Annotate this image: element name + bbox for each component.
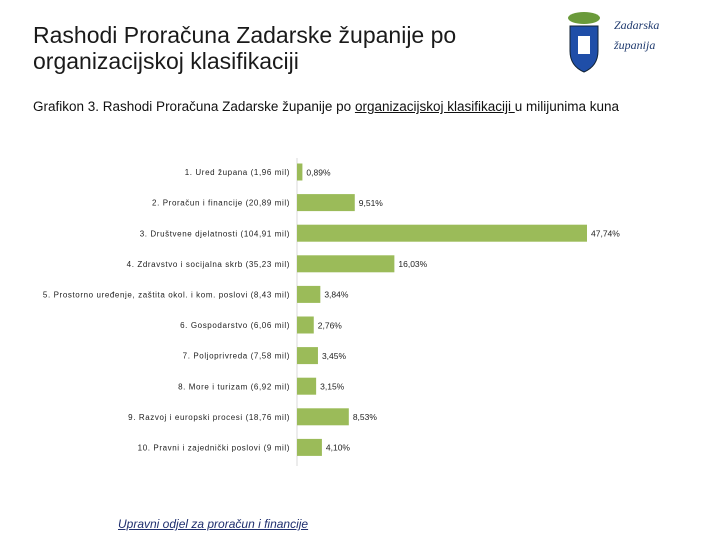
category-label: 4. Zdravstvo i socijalna skrb (35,23 mil…: [127, 260, 290, 269]
category-label: 8. More i turizam (6,92 mil): [178, 382, 290, 391]
value-label: 0,89%: [306, 167, 331, 177]
value-label: 2,76%: [318, 320, 343, 330]
logo-tower: [578, 36, 590, 54]
value-label: 3,15%: [320, 381, 345, 391]
bar: [297, 347, 318, 365]
subtitle-part: u milijunima kuna: [514, 99, 620, 114]
subtitle-part: organizacijskoj klasifikaciji: [354, 99, 515, 114]
logo-text: Zadarska: [614, 18, 659, 32]
value-label: 3,84%: [324, 290, 349, 300]
chart-subtitle: Grafikon 3. Rashodi Proračuna Zadarske ž…: [33, 99, 713, 114]
category-label: 10. Pravni i zajednički poslovi (9 mil): [138, 444, 290, 453]
bar: [297, 408, 349, 426]
value-label: 8,53%: [353, 412, 378, 422]
value-label: 4,10%: [326, 443, 351, 453]
category-label: 1. Ured župana (1,96 mil): [185, 168, 290, 177]
value-label: 47,74%: [591, 228, 620, 238]
category-label: 3. Društvene djelatnosti (104,91 mil): [140, 229, 290, 238]
footer: Upravni odjel za proračun i financije: [118, 517, 309, 531]
value-label: 3,45%: [322, 351, 347, 361]
bar: [297, 224, 587, 242]
bar: [297, 285, 321, 303]
category-label: 7. Poljoprivreda (7,58 mil): [183, 352, 290, 361]
category-label: 6. Gospodarstvo (6,06 mil): [180, 321, 290, 330]
category-label: 5. Prostorno uređenje, zaštita okol. i k…: [43, 291, 290, 300]
logo-wreath: [568, 12, 600, 24]
value-label: 16,03%: [398, 259, 427, 269]
logo-text: županija: [613, 38, 655, 52]
bar: [297, 194, 355, 212]
category-label: 2. Proračun i financije (20,89 mil): [152, 199, 290, 208]
slide-title: Rashodi Proračuna Zadarske županije po o…: [33, 22, 457, 74]
value-label: 9,51%: [359, 198, 384, 208]
chart: 1. Ured župana (1,96 mil) 0,89% 2. Proraču…: [43, 158, 620, 466]
bar: [297, 438, 322, 456]
subtitle-part: Grafikon 3. Rashodi Proračuna Zadarske ž…: [33, 99, 355, 114]
bar: [297, 316, 314, 334]
bar: [297, 255, 395, 273]
bar: [297, 377, 317, 395]
category-label: 9. Razvoj i europski procesi (18,76 mil): [128, 413, 290, 422]
logo: Zadarska županija: [568, 12, 659, 73]
bar: [297, 163, 303, 181]
